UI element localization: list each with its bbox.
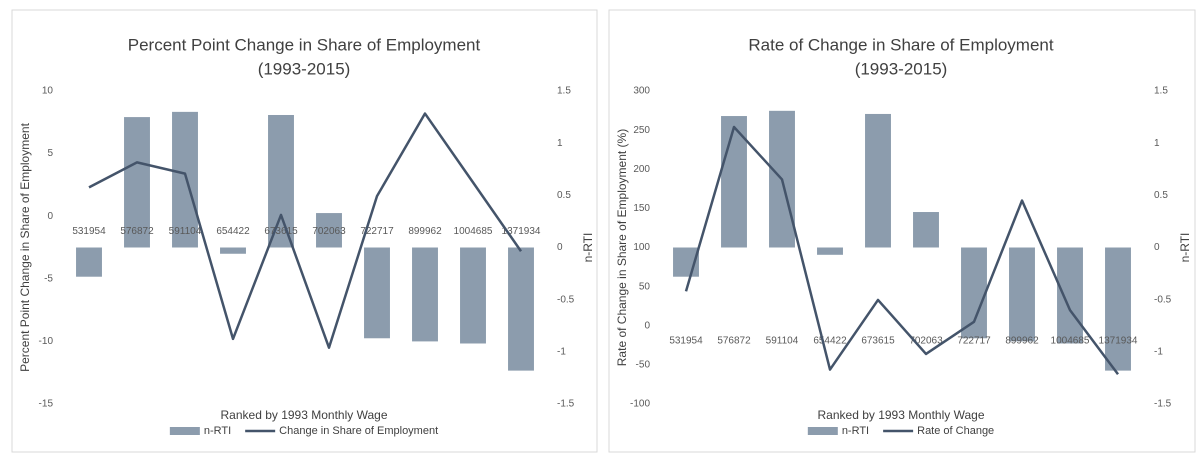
y2-tick-label: 1 (557, 138, 563, 149)
y2-tick-label: 0 (1154, 242, 1160, 253)
y2-tick-label: 0 (557, 242, 563, 253)
bar (508, 247, 534, 371)
x-tick-label: 722717 (360, 226, 394, 237)
x-tick-label: 1004685 (454, 226, 493, 237)
chart-subtitle: (1993-2015) (258, 59, 351, 78)
x-tick-label: 576872 (120, 226, 154, 237)
bar (412, 247, 438, 342)
y2-tick-label: -0.5 (557, 294, 575, 305)
x-tick-label: 1371934 (502, 226, 541, 237)
x-tick-label: 654422 (813, 335, 847, 346)
y2-tick-label: -0.5 (1154, 294, 1172, 305)
x-tick-label: 591104 (766, 335, 799, 346)
bar (1105, 247, 1131, 371)
x-tick-label: 722717 (957, 335, 991, 346)
legend-label: n-RTI (842, 425, 869, 437)
legend-label: n-RTI (204, 425, 231, 437)
chart-subtitle: (1993-2015) (855, 59, 948, 78)
bar (460, 247, 486, 344)
chart-title: Rate of Change in Share of Employment (748, 35, 1054, 54)
bar (76, 247, 102, 277)
x-tick-label: 899962 (1005, 335, 1039, 346)
legend-swatch (807, 427, 838, 435)
y2-tick-label: -1.5 (1154, 399, 1172, 410)
bar (1057, 247, 1083, 344)
x-tick-label: 1371934 (1099, 335, 1138, 346)
y-tick-label: -15 (39, 399, 54, 410)
bar (220, 247, 246, 254)
line (684, 125, 1120, 376)
bar (817, 247, 843, 255)
y-axis-title: Rate of Change in Share of Employment (%… (615, 129, 629, 366)
y2-tick-label: 1 (1154, 138, 1160, 149)
bar (124, 117, 150, 248)
x-tick-label: 591104 (169, 226, 202, 237)
x-tick-label: 899962 (408, 226, 442, 237)
y-tick-label: 250 (633, 125, 650, 136)
y-tick-label: 0 (47, 211, 53, 222)
panel (608, 9, 1196, 453)
y-tick-label: 200 (633, 164, 650, 175)
y2-tick-label: 0.5 (557, 190, 571, 201)
legend-label: Change in Share of Employment (279, 425, 438, 437)
y-tick-label: 0 (644, 320, 650, 331)
y2-tick-label: -1 (1154, 346, 1163, 357)
y-tick-label: 5 (47, 148, 53, 159)
y2-tick-label: 0.5 (1154, 190, 1168, 201)
line (88, 112, 523, 349)
bar (865, 113, 891, 248)
bar (961, 247, 987, 339)
y-tick-label: 100 (633, 242, 650, 253)
legend-swatch (169, 427, 200, 435)
x-tick-label: 673615 (264, 226, 298, 237)
y2-axis-title: n-RTI (1178, 233, 1192, 263)
bar (1009, 247, 1035, 342)
bar (913, 212, 939, 248)
chart-title: Percent Point Change in Share of Employm… (128, 35, 481, 54)
x-tick-label: 702063 (909, 335, 943, 346)
y-tick-label: 50 (639, 281, 651, 292)
bar (316, 213, 342, 248)
y-tick-label: -100 (630, 399, 650, 410)
x-tick-label: 576872 (717, 335, 751, 346)
y-tick-label: -10 (39, 336, 54, 347)
y2-tick-label: -1 (557, 346, 566, 357)
x-tick-label: 673615 (861, 335, 895, 346)
y-tick-label: 10 (42, 86, 54, 97)
y-tick-label: -5 (44, 273, 53, 284)
y-axis-title: Percent Point Change in Share of Employm… (18, 122, 32, 371)
y2-tick-label: 1.5 (1154, 86, 1168, 97)
bar (268, 114, 294, 248)
x-tick-label: 654422 (216, 226, 250, 237)
x-axis-title: Ranked by 1993 Monthly Wage (818, 408, 985, 422)
x-tick-label: 531954 (669, 335, 703, 346)
y-tick-label: -50 (636, 360, 651, 371)
x-tick-label: 702063 (312, 226, 346, 237)
y-tick-label: 300 (633, 86, 650, 97)
bar (172, 111, 198, 248)
bar (364, 247, 390, 339)
x-axis-title: Ranked by 1993 Monthly Wage (221, 408, 388, 422)
x-tick-label: 1004685 (1051, 335, 1090, 346)
legend-label: Rate of Change (917, 425, 994, 437)
y-tick-label: 150 (633, 203, 650, 214)
y2-tick-label: -1.5 (557, 399, 575, 410)
panel (11, 9, 598, 453)
x-tick-label: 531954 (72, 226, 106, 237)
y2-tick-label: 1.5 (557, 86, 571, 97)
y2-axis-title: n-RTI (581, 233, 595, 263)
